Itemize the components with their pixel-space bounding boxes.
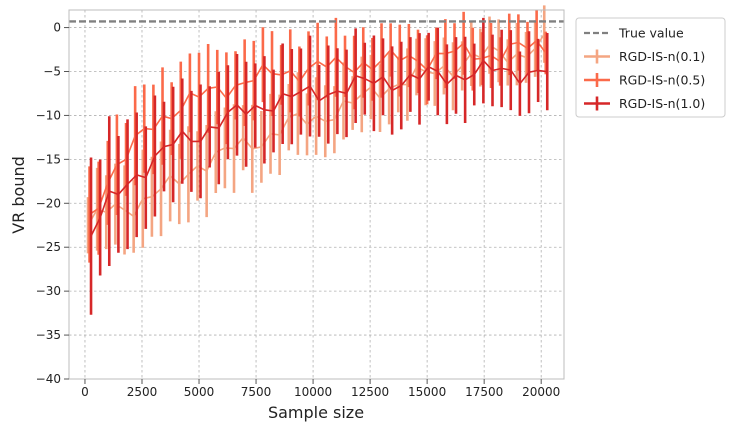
x-tick-label: 2500 [127,385,158,399]
x-tick-label: 5000 [184,385,215,399]
ticks: 0 2500 5000 7500 10000 12500 15000 17500 20000 0 −… [36,21,561,399]
y-tick-label: −35 [36,328,61,342]
x-tick-label: 15000 [408,385,446,399]
series-0 [86,5,546,255]
series-group [86,5,549,315]
y-tick-label: 0 [53,21,61,35]
x-tick-label: 10000 [294,385,332,399]
y-tick-label: −10 [36,108,61,122]
series-line [90,59,548,237]
y-tick-label: −5 [43,65,61,79]
series-1 [88,10,548,263]
legend-label: RGD-IS-n(0.1) [619,49,705,64]
legend-label: RGD-IS-n(0.5) [619,73,705,88]
x-tick-label: 12500 [351,385,389,399]
y-axis-label: VR bound [9,156,28,234]
legend-frame [575,17,726,118]
y-tick-label: −25 [36,240,61,254]
x-tick-label: 17500 [465,385,503,399]
y-tick-label: −15 [36,152,61,166]
y-tick-label: −30 [36,284,61,298]
series-2 [89,17,549,315]
y-tick-label: −40 [36,372,61,386]
legend-label: RGD-IS-n(1.0) [619,96,705,111]
x-tick-label: 20000 [522,385,560,399]
x-tick-label: 7500 [241,385,272,399]
series-line [89,39,547,216]
x-axis-label: Sample size [268,403,364,422]
y-tick-label: −20 [36,196,61,210]
x-tick-label: 0 [81,385,89,399]
legend: True value RGD-IS-n(0.1) RGD-IS-n(0.5) RGD-… [575,17,726,118]
legend-label: True value [618,26,684,41]
plot-frame [68,9,565,380]
